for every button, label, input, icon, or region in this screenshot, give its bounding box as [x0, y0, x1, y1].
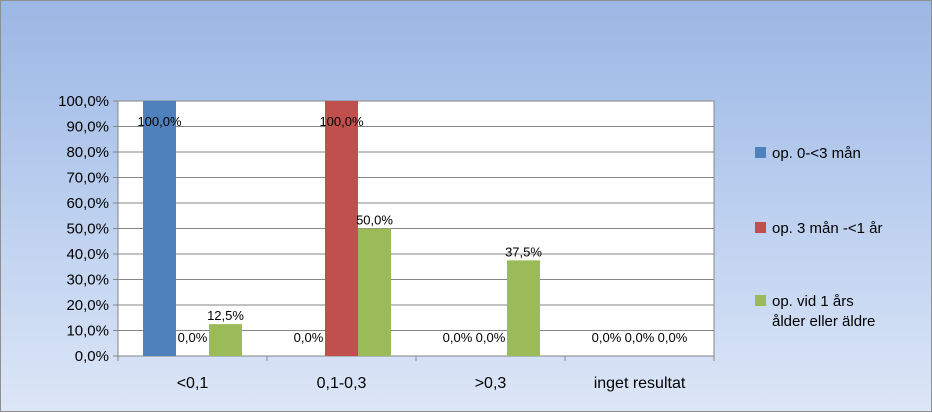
data-label: 100,0% [319, 114, 364, 129]
y-tick-label: 50,0% [66, 221, 109, 238]
y-tick-label: 40,0% [66, 246, 109, 263]
y-tick-label: 10,0% [66, 323, 109, 340]
data-label: 0,0% [294, 330, 324, 345]
legend-label: ålder eller äldre [772, 313, 875, 330]
data-label: 12,5% [207, 308, 244, 323]
y-tick-label: 0,0% [75, 348, 109, 365]
y-tick-label: 20,0% [66, 297, 109, 314]
y-tick-label: 100,0% [58, 93, 109, 110]
y-tick-label: 60,0% [66, 195, 109, 212]
bar-1-1 [143, 101, 176, 356]
y-tick-label: 80,0% [66, 144, 109, 161]
legend-label: op. vid 1 års [772, 293, 854, 310]
bar-3-2 [358, 228, 391, 356]
data-label: 0,0% [476, 330, 506, 345]
bar-2-2 [325, 101, 358, 356]
x-category-label: 0,1-0,3 [317, 375, 367, 392]
legend-swatch [755, 222, 766, 233]
x-category-label: <0,1 [177, 375, 209, 392]
data-label: 37,5% [505, 244, 542, 259]
legend-label: op. 0-<3 mån [772, 145, 861, 162]
bar-3-3 [507, 260, 540, 356]
legend-swatch [755, 147, 766, 158]
y-tick-label: 90,0% [66, 119, 109, 136]
data-label: 0,0% [443, 330, 473, 345]
y-tick-label: 30,0% [66, 272, 109, 289]
data-labels: 100,0%0,0% 0,0% 0,0%0,0%100,0%0,0% 0,0%12,5… [137, 114, 687, 345]
legend: op. 0-<3 mån op. 3 mån -<1 år op. vid 1 år… [755, 145, 882, 330]
bars [143, 101, 540, 356]
data-label: 0,0% [178, 330, 208, 345]
legend-label: op. 3 mån -<1 år [772, 220, 882, 237]
x-category-label: inget resultat [594, 375, 686, 392]
axes: 0,0% 10,0% 20,0% 30,0% 40,0% 50,0% 60,0% 70,0% 8… [58, 93, 715, 392]
data-label: 0,0% [625, 330, 655, 345]
data-label: 100,0% [137, 114, 182, 129]
x-category-label: >0,3 [475, 375, 507, 392]
data-label: 50,0% [356, 213, 393, 228]
data-label: 0,0% [658, 330, 688, 345]
data-label: 0,0% [592, 330, 622, 345]
bar-3-1 [209, 324, 242, 356]
y-tick-label: 70,0% [66, 170, 109, 187]
legend-swatch [755, 295, 766, 306]
